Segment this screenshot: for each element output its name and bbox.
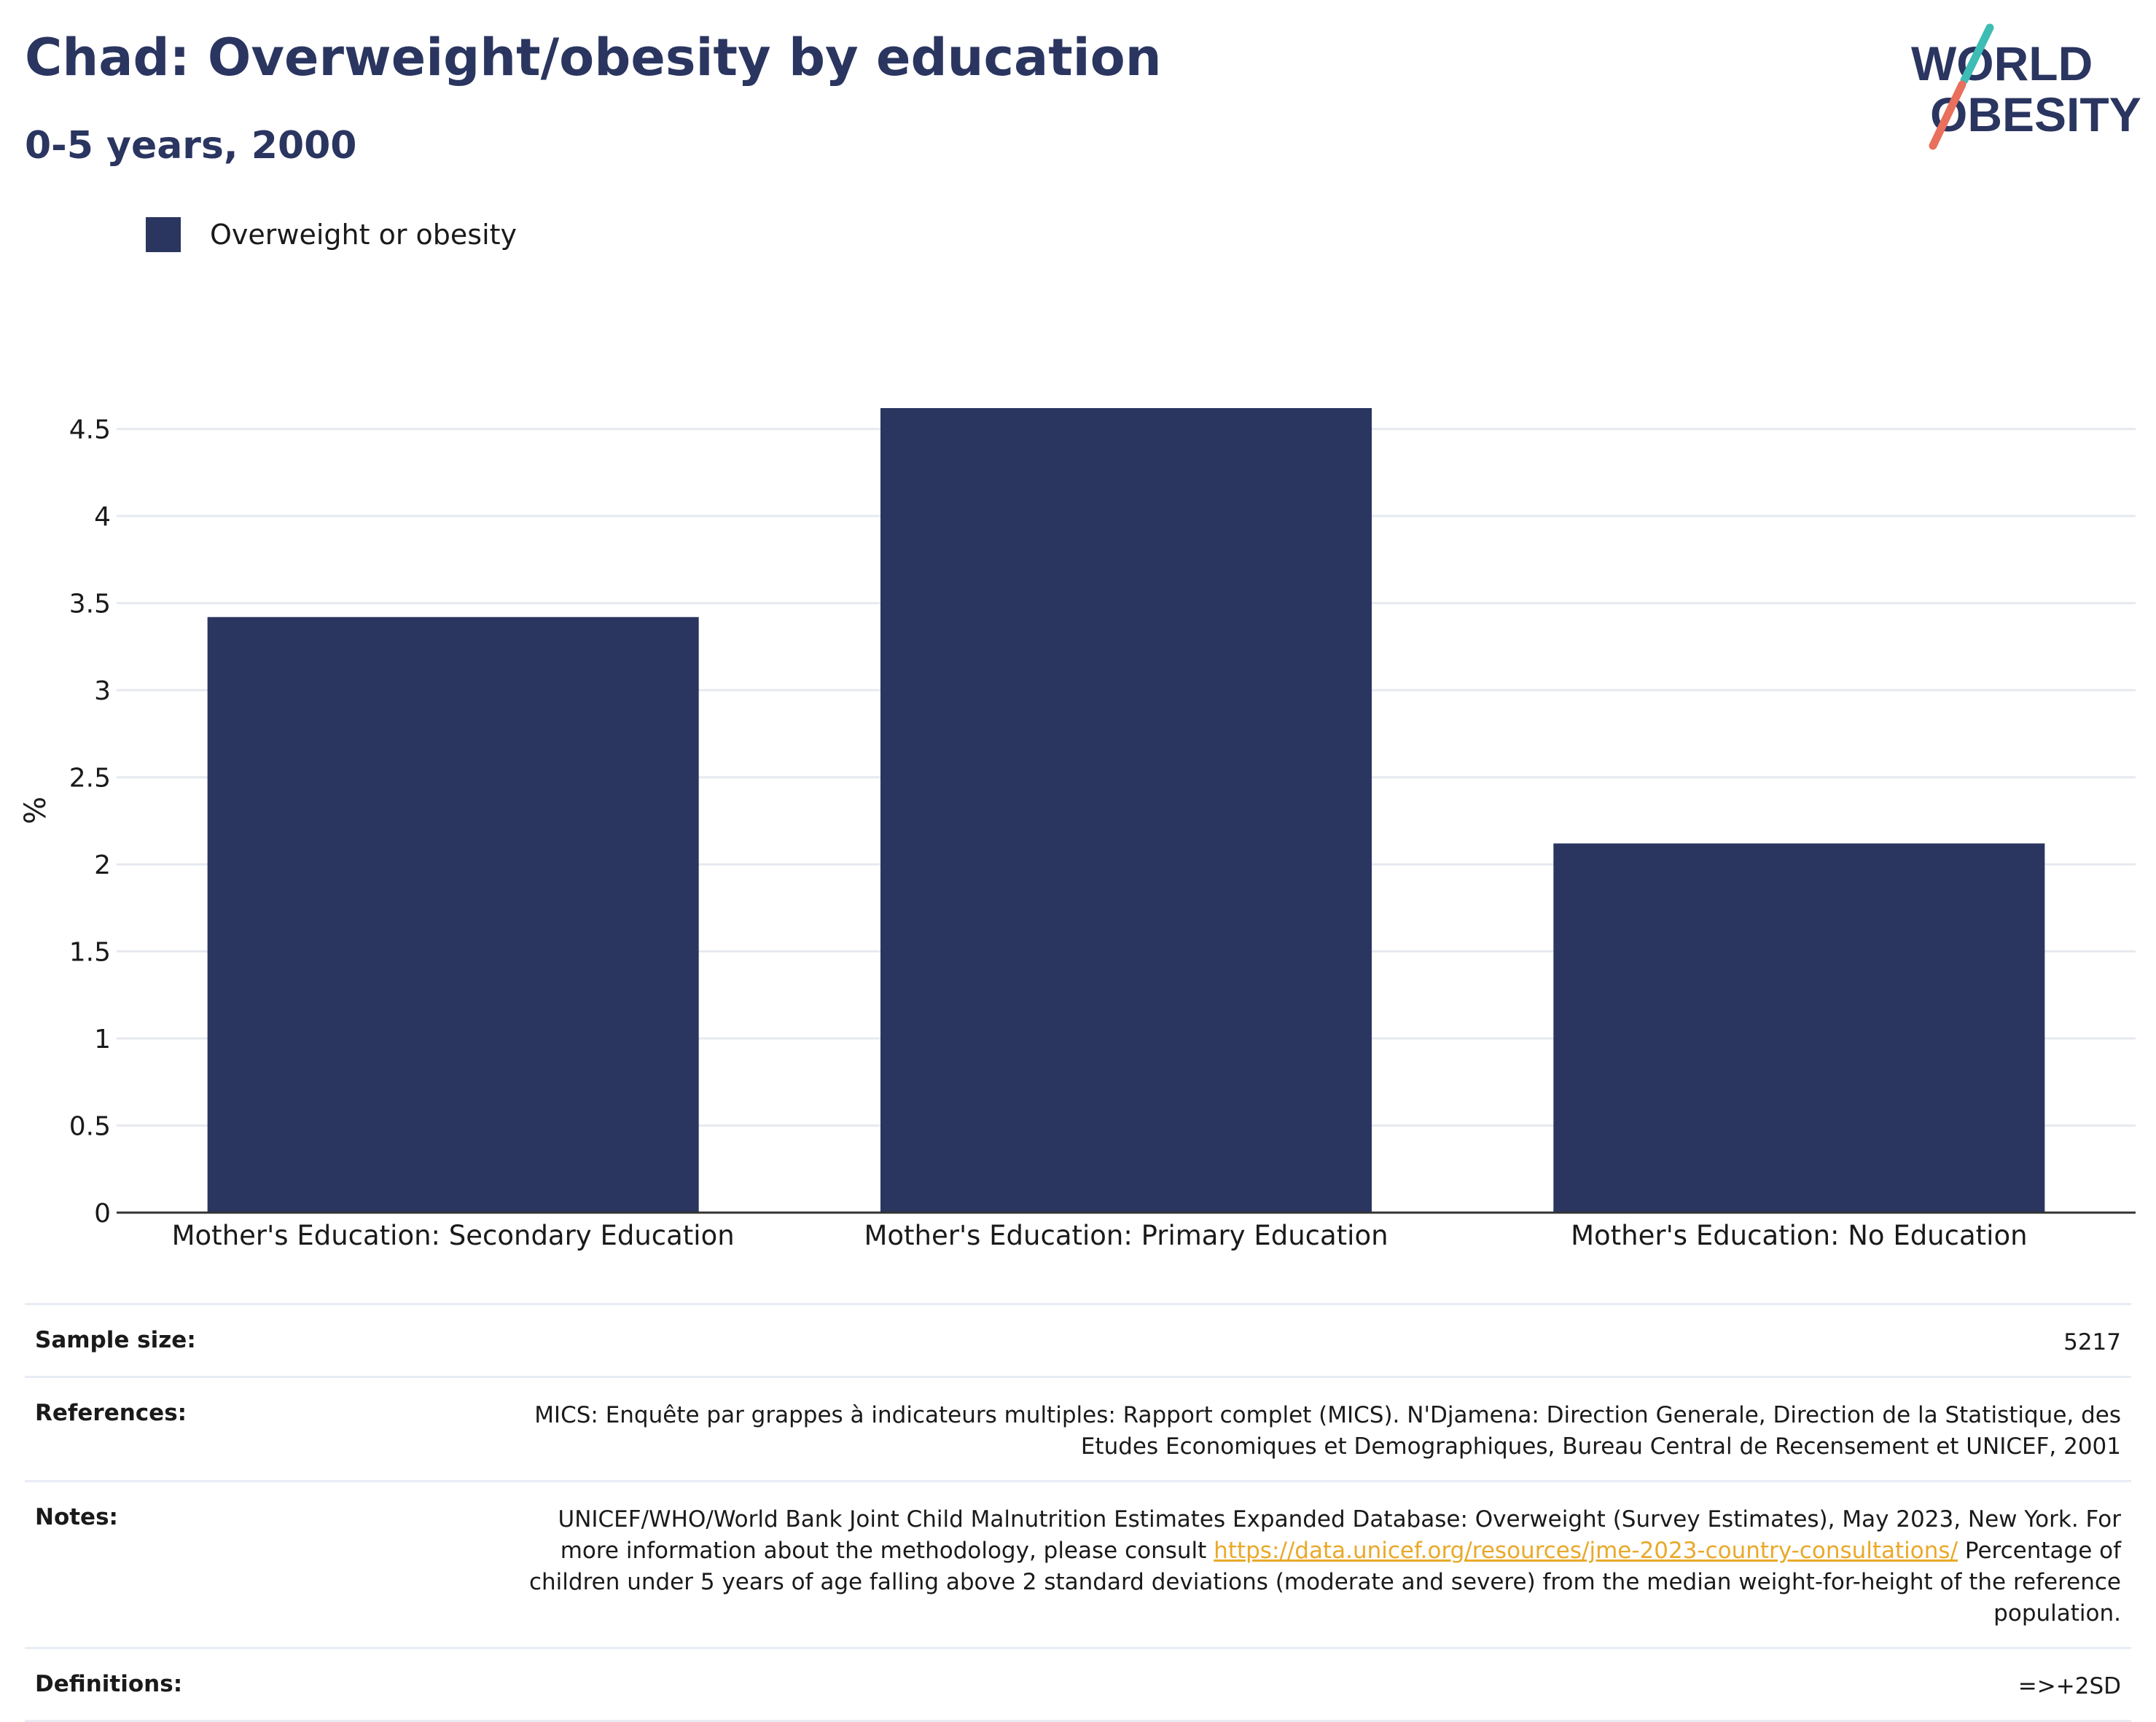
references-label: References: — [35, 1400, 187, 1426]
notes-link[interactable]: https://data.unicef.org/resources/jme-20… — [1214, 1538, 1958, 1564]
legend-swatch — [146, 217, 181, 252]
logo-line-2: OBESITY — [1930, 87, 2141, 141]
logo-line-1: WORLD — [1911, 36, 2093, 90]
notes-value: UNICEF/WHO/World Bank Joint Child Malnut… — [517, 1504, 2121, 1629]
x-tick-label: Mother's Education: Secondary Education — [172, 1220, 735, 1251]
legend-label: Overweight or obesity — [210, 219, 517, 251]
chart-subtitle: 0-5 years, 2000 — [25, 124, 357, 168]
references-value: MICS: Enquête par grappes à indicateurs … — [534, 1402, 2121, 1460]
bar[interactable] — [880, 408, 1372, 1213]
notes-label: Notes: — [35, 1504, 118, 1530]
references-row: References: MICS: Enquête par grappes à … — [25, 1376, 2131, 1480]
logo-slash-coral — [1929, 80, 1966, 150]
sample-size-label: Sample size: — [35, 1327, 196, 1353]
y-tick-label: 4.5 — [69, 415, 111, 445]
definitions-label: Definitions: — [35, 1671, 183, 1697]
definitions-row: Definitions: =>+2SD — [25, 1647, 2131, 1722]
x-tick-label: Mother's Education: Primary Education — [864, 1220, 1388, 1251]
y-tick-label: 1.5 — [69, 938, 111, 968]
x-axis-ticks: Mother's Education: Secondary Education M… — [172, 1220, 2028, 1251]
y-tick-label: 4 — [94, 502, 111, 532]
info-table: Sample size: 5217 References: MICS: Enqu… — [25, 1303, 2131, 1722]
logo-slash-teal — [1960, 23, 1994, 85]
world-obesity-logo: WORLD OBESITY — [1911, 23, 2141, 150]
x-tick-label: Mother's Education: No Education — [1571, 1220, 2027, 1251]
notes-text-before: UNICEF/WHO/World Bank Joint Child Malnut… — [558, 1506, 2122, 1564]
notes-row: Notes: UNICEF/WHO/World Bank Joint Child… — [25, 1480, 2131, 1647]
chart-title: Chad: Overweight/obesity by education — [25, 28, 1162, 87]
y-tick-label: 0 — [94, 1199, 111, 1229]
y-tick-label: 3.5 — [69, 590, 111, 619]
y-axis-ticks: 0 0.5 1 1.5 2 2.5 3 3.5 4 4.5 — [69, 415, 111, 1229]
bar-chart: 0 0.5 1 1.5 2 2.5 3 3.5 4 4.5 Mother's Education:… — [19, 408, 2136, 1251]
bars — [207, 408, 2045, 1213]
y-tick-label: 2.5 — [69, 764, 111, 794]
y-tick-label: 3 — [94, 676, 111, 706]
bar[interactable] — [207, 617, 699, 1213]
definitions-value: =>+2SD — [2018, 1673, 2121, 1699]
bar[interactable] — [1553, 843, 2045, 1213]
y-tick-label: 0.5 — [69, 1112, 111, 1142]
notes-text-after: Percentage of children under 5 years of … — [528, 1538, 2121, 1627]
chart-legend[interactable]: Overweight or obesity — [146, 217, 517, 252]
y-tick-label: 2 — [94, 850, 111, 880]
y-axis-title: % — [19, 797, 52, 824]
sample-size-value: 5217 — [2063, 1329, 2121, 1355]
y-tick-label: 1 — [94, 1025, 111, 1054]
sample-size-row: Sample size: 5217 — [25, 1303, 2131, 1376]
